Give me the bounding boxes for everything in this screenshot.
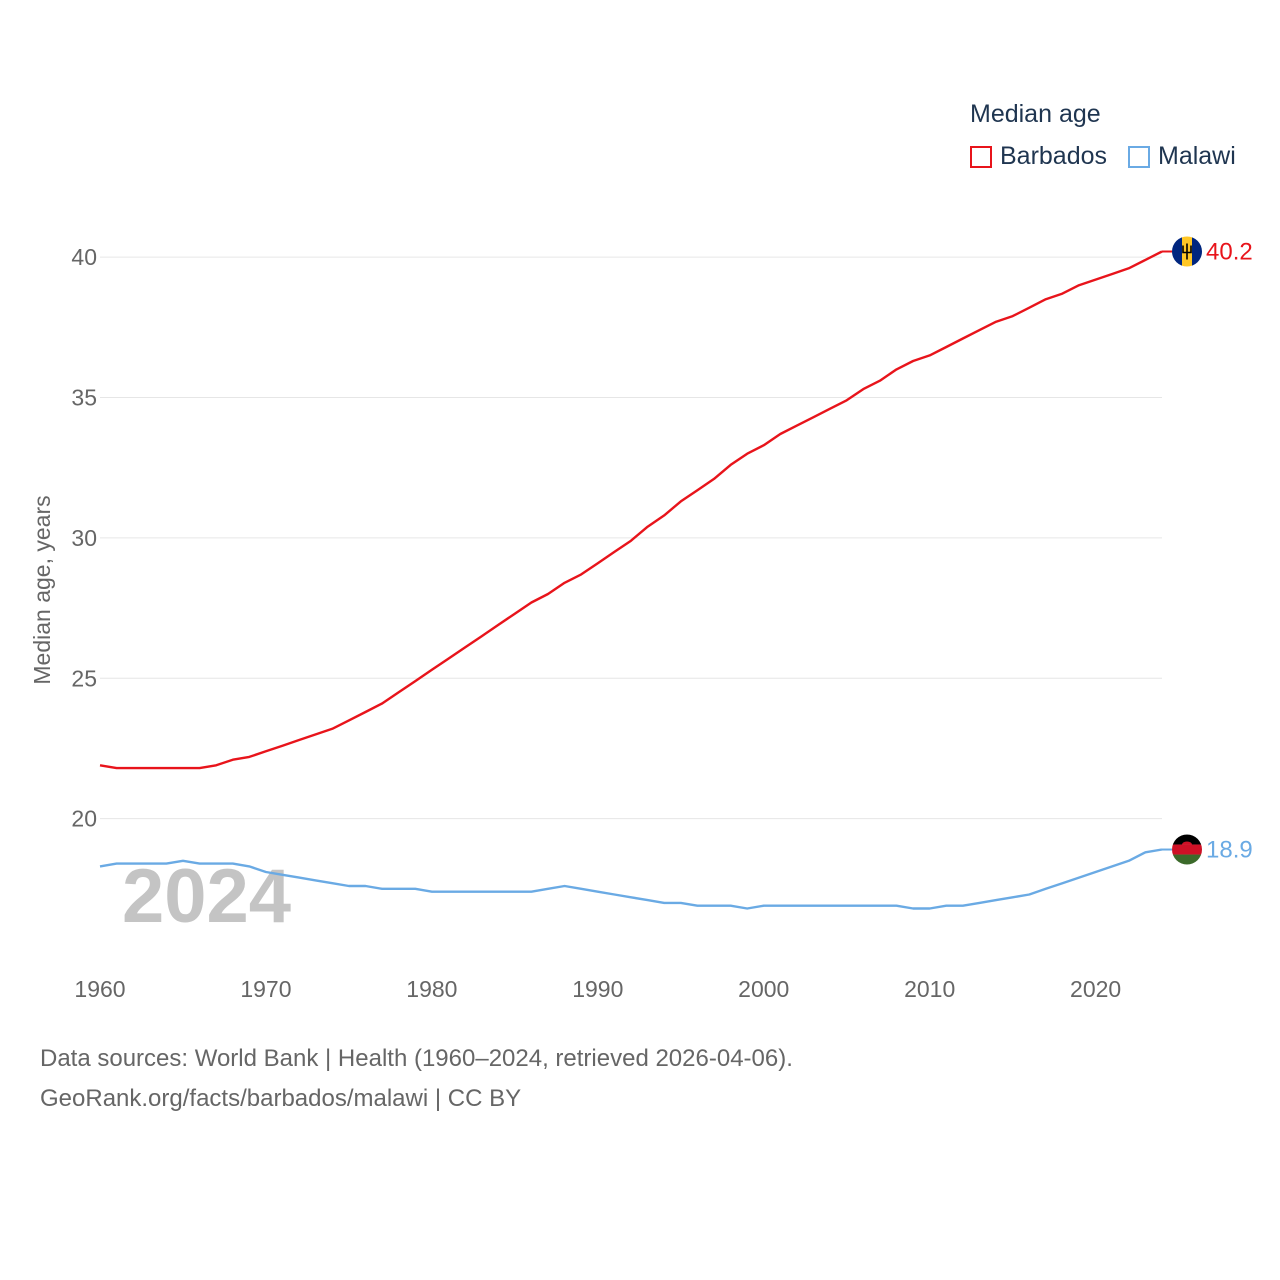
y-tick-label: 30 bbox=[71, 525, 97, 551]
x-tick-label: 1980 bbox=[406, 976, 457, 1002]
year-overlay: 2024 bbox=[122, 854, 291, 939]
y-tick-label: 25 bbox=[71, 665, 97, 691]
footer-attribution: GeoRank.org/facts/barbados/malawi | CC B… bbox=[40, 1085, 522, 1112]
malawi-flag-icon bbox=[1172, 834, 1202, 865]
gridlines bbox=[100, 256, 1162, 820]
x-tick-label: 2020 bbox=[1070, 976, 1121, 1002]
x-tick-label: 1970 bbox=[240, 976, 291, 1002]
legend-item-malawi[interactable]: Malawi bbox=[1128, 142, 1236, 171]
legend-swatch-barbados bbox=[970, 145, 992, 168]
legend-title: Median age bbox=[970, 100, 1101, 128]
flags bbox=[1172, 236, 1202, 865]
legend-label-malawi: Malawi bbox=[1158, 142, 1236, 170]
x-tick-label: 1960 bbox=[74, 976, 125, 1002]
end-labels: 40.2 18.9 bbox=[1206, 239, 1253, 864]
end-label-barbados: 40.2 bbox=[1206, 239, 1253, 266]
y-tick-label: 40 bbox=[71, 244, 97, 270]
legend-item-barbados[interactable]: Barbados bbox=[970, 142, 1107, 171]
x-tick-label: 1990 bbox=[572, 976, 623, 1002]
end-label-malawi: 18.9 bbox=[1206, 837, 1253, 864]
barbados-flag-icon bbox=[1172, 236, 1202, 267]
x-axis-tick-labels: 1960 1970 1980 1990 2000 2010 2020 bbox=[74, 976, 1121, 1002]
footer-sources: Data sources: World Bank | Health (1960–… bbox=[40, 1045, 793, 1072]
y-tick-label: 20 bbox=[71, 806, 97, 832]
y-tick-label: 35 bbox=[71, 385, 97, 411]
legend-swatch-malawi bbox=[1128, 145, 1150, 168]
series-lines bbox=[99, 250, 1172, 910]
series-line-malawi[interactable] bbox=[99, 848, 1163, 910]
series-line-barbados[interactable] bbox=[99, 250, 1163, 770]
y-axis-tick-labels: 20 25 30 35 40 bbox=[71, 244, 97, 832]
legend-label-barbados: Barbados bbox=[1000, 142, 1108, 170]
y-axis-label: Median age, years bbox=[29, 495, 55, 684]
x-tick-label: 2000 bbox=[738, 976, 789, 1002]
x-tick-label: 2010 bbox=[904, 976, 955, 1002]
